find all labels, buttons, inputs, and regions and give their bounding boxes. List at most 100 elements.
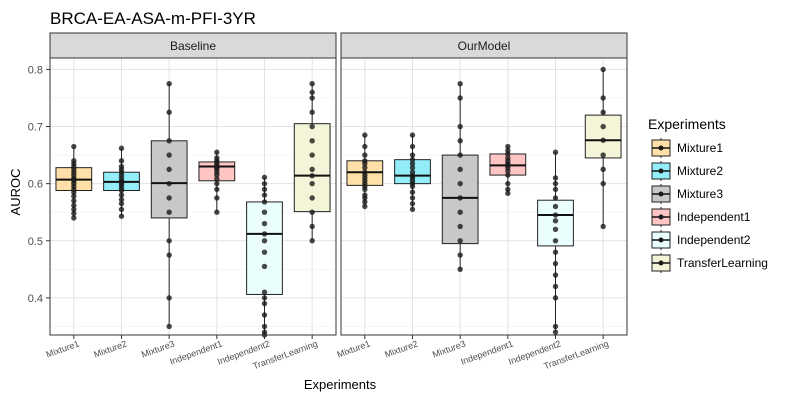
data-point	[409, 206, 416, 213]
data-point	[309, 209, 315, 215]
data-point	[118, 206, 125, 213]
data-point	[505, 186, 511, 193]
data-point	[552, 175, 559, 181]
data-point	[309, 109, 315, 115]
legend-item-mixture2: Mixture2	[651, 161, 723, 181]
data-point	[309, 180, 315, 187]
y-tick-label: 0.6	[28, 179, 43, 191]
data-point	[214, 180, 220, 187]
data-point	[552, 195, 559, 201]
data-point	[505, 151, 511, 157]
box-mixture1	[55, 143, 93, 221]
data-point	[261, 289, 268, 295]
legend-label: Independent1	[677, 210, 751, 224]
data-point	[409, 143, 416, 150]
panel-border	[49, 57, 337, 336]
data-point	[261, 249, 268, 255]
data-point	[552, 329, 559, 335]
legend-item-independent2: Independent2	[651, 230, 751, 250]
box-transferlearning	[584, 66, 622, 230]
data-point	[71, 210, 77, 217]
data-point	[214, 149, 220, 155]
data-point	[505, 190, 511, 197]
y-tick-label: 0.7	[28, 122, 43, 134]
box-body	[584, 114, 622, 159]
data-point	[309, 152, 315, 158]
data-point	[457, 152, 463, 158]
data-point	[409, 200, 416, 207]
x-tick-label: Mixture1	[336, 338, 372, 359]
facet-strip	[340, 32, 628, 59]
data-point	[71, 143, 77, 150]
data-point	[600, 137, 606, 143]
data-point	[552, 180, 559, 187]
facet-strip	[49, 32, 337, 59]
legend-key-point	[658, 191, 664, 197]
data-point	[362, 203, 368, 210]
data-point	[409, 160, 416, 167]
data-point	[362, 160, 368, 167]
data-point	[166, 209, 172, 215]
data-point	[505, 172, 511, 178]
data-point	[261, 192, 268, 198]
data-point	[166, 252, 172, 258]
data-point	[552, 295, 559, 301]
data-point	[552, 238, 559, 244]
data-point	[309, 195, 315, 201]
box-body	[150, 140, 188, 219]
data-point	[261, 209, 268, 215]
facet-strip-label: Baseline	[170, 39, 216, 53]
data-point	[600, 166, 606, 173]
data-point	[261, 312, 268, 318]
x-tick-label: Mixture1	[45, 338, 81, 359]
data-point	[166, 238, 172, 244]
x-axis-title: Experiments	[304, 377, 377, 392]
data-point	[600, 95, 606, 101]
data-point	[118, 192, 125, 198]
box-mixture1	[346, 132, 384, 210]
data-point	[261, 180, 268, 187]
data-point	[166, 323, 172, 330]
data-point	[600, 180, 606, 187]
data-point	[261, 231, 268, 237]
data-point	[409, 156, 416, 163]
box-independent1	[489, 143, 527, 197]
x-tick-label: Mixture2	[383, 338, 419, 359]
legend-item-independent1: Independent1	[651, 207, 751, 227]
data-point	[71, 202, 77, 209]
data-point	[600, 223, 606, 230]
data-point	[309, 81, 315, 87]
data-point	[457, 223, 463, 230]
data-point	[309, 223, 315, 230]
data-point	[309, 238, 315, 244]
data-point	[261, 186, 268, 193]
box-mixture3	[441, 81, 479, 273]
legend: Experiments Mixture1 Mixture2 Mixture3 Indep…	[648, 116, 768, 273]
panel-background	[50, 58, 336, 335]
data-point	[457, 81, 463, 87]
legend-label: Mixture3	[677, 187, 723, 201]
data-point	[118, 158, 125, 164]
data-point	[457, 266, 463, 273]
legend-key-point	[658, 237, 664, 243]
data-point	[600, 109, 606, 115]
legend-label: Mixture2	[677, 164, 723, 178]
data-point	[457, 123, 463, 130]
box-independent2	[246, 174, 283, 338]
data-point	[118, 200, 125, 207]
data-point	[552, 226, 559, 233]
data-point	[409, 164, 416, 171]
box-transferlearning	[293, 81, 331, 244]
legend-key-point	[658, 260, 664, 266]
legend-item-mixture1: Mixture1	[651, 138, 723, 158]
data-point	[362, 152, 368, 158]
data-point	[118, 196, 125, 203]
data-point	[309, 95, 315, 101]
data-point	[71, 193, 77, 199]
data-point	[552, 260, 559, 267]
data-point	[261, 174, 268, 181]
data-point	[409, 183, 416, 190]
